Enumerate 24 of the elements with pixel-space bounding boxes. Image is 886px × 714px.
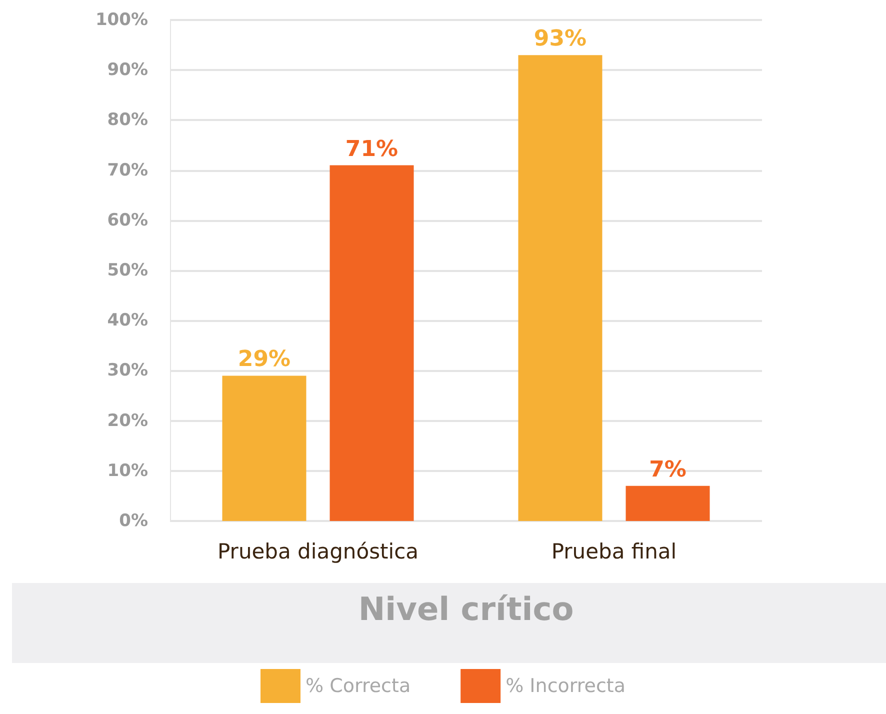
y-tick-label: 40% (107, 310, 148, 331)
y-tick-label: 50% (107, 260, 148, 280)
y-tick-label: 20% (107, 410, 148, 431)
y-tick-label: 30% (107, 360, 148, 381)
x-tick-label: Prueba final (551, 540, 677, 564)
y-tick-label: 0% (119, 511, 148, 531)
y-tick-label: 60% (107, 210, 148, 230)
y-tick-label: 80% (107, 110, 148, 130)
data-label: 7% (649, 457, 686, 482)
legend-label: % Incorrecta (506, 675, 626, 697)
y-tick-label: 100% (95, 10, 148, 30)
bar (330, 165, 414, 521)
x-tick-label: Prueba diagnóstica (218, 540, 418, 564)
y-tick-label: 70% (107, 160, 148, 180)
bar (222, 376, 306, 521)
y-tick-label: 10% (107, 460, 148, 481)
bar (626, 486, 710, 521)
data-label: 71% (345, 136, 398, 162)
data-label: 29% (238, 347, 291, 372)
bar (518, 55, 602, 521)
x-axis-title: Nivel crítico (358, 590, 574, 628)
y-tick-label: 90% (107, 60, 148, 80)
legend-label: % Correcta (306, 675, 411, 697)
data-label: 93% (534, 26, 587, 52)
